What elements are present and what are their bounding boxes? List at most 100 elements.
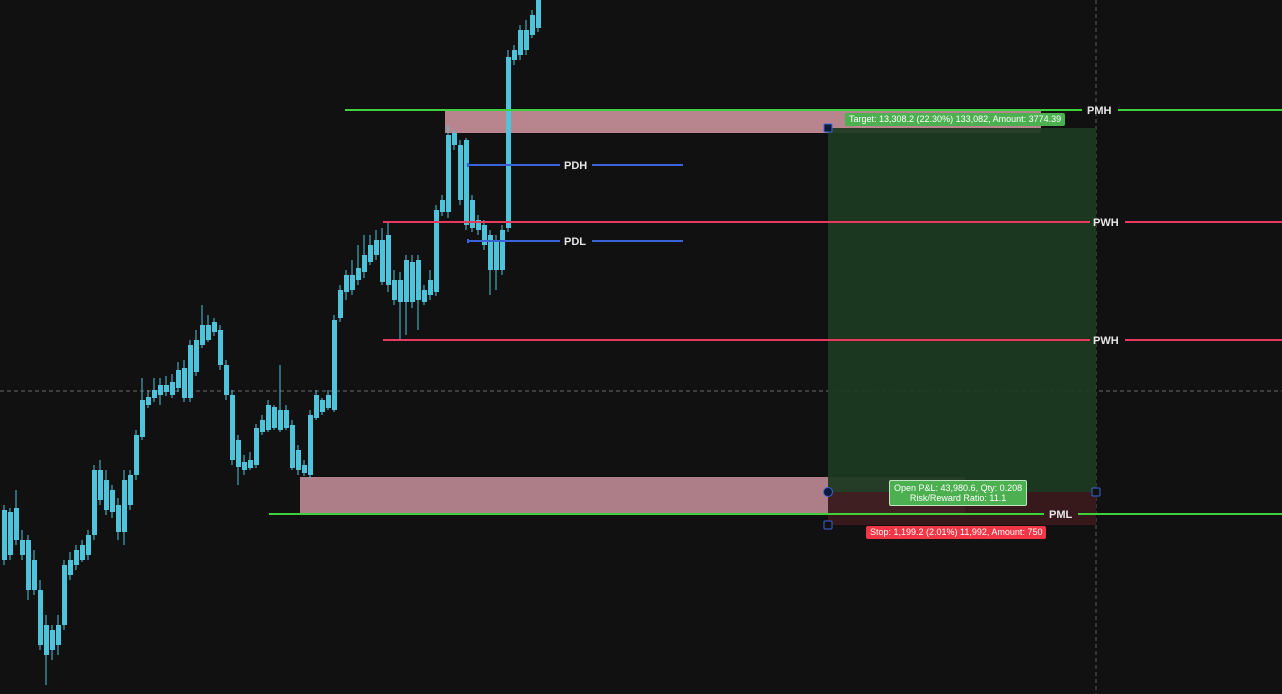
candle-body: [356, 268, 361, 280]
candle-body: [8, 512, 13, 555]
risk-reward-line: Risk/Reward Ratio: 11.1: [909, 493, 1007, 503]
candle-body: [536, 0, 541, 28]
candle-body: [434, 210, 439, 292]
candle-body: [224, 365, 229, 395]
candle-body: [452, 133, 457, 145]
candle-body: [506, 57, 511, 228]
candle-body: [2, 510, 7, 560]
candle-body: [38, 590, 43, 645]
candle-body: [308, 415, 313, 475]
pdh-label: PDH: [564, 160, 587, 172]
pdh-level[interactable]: PDH: [467, 160, 683, 172]
candle-body: [86, 535, 91, 555]
candle-body: [518, 30, 523, 55]
pmh-level[interactable]: PMH: [345, 105, 1282, 117]
candle-body: [188, 345, 193, 398]
pwh-upper-label: PWH: [1093, 217, 1119, 229]
candle-body: [98, 470, 103, 500]
candle-body: [140, 400, 145, 437]
candle-body: [458, 145, 463, 200]
candle-body: [116, 505, 121, 532]
candle-body: [44, 625, 49, 655]
candle-body: [158, 385, 163, 395]
candle-body: [416, 260, 421, 300]
candle-body: [530, 15, 535, 35]
candle-body: [380, 240, 385, 282]
candle-body: [386, 235, 391, 285]
candle-body: [26, 540, 31, 590]
candle-body: [110, 490, 115, 512]
candle-body: [218, 330, 223, 365]
candle-body: [212, 322, 217, 332]
stop-handle[interactable]: [823, 520, 833, 530]
entry-handle[interactable]: [823, 487, 833, 497]
pml-level[interactable]: PML: [269, 509, 1282, 521]
candle-body: [440, 200, 445, 212]
candle-body: [164, 385, 169, 392]
candle-body: [242, 462, 247, 470]
candle-body: [422, 290, 427, 302]
candle-body: [122, 480, 127, 532]
candle-body: [296, 450, 301, 470]
candle-body: [350, 275, 355, 290]
candle-body: [410, 262, 415, 302]
candle-body: [230, 395, 235, 460]
candle-body: [398, 280, 403, 302]
candle-body: [146, 397, 151, 405]
pdl-level[interactable]: PDL: [467, 236, 683, 248]
candle-body: [464, 140, 469, 225]
width-handle[interactable]: [1091, 487, 1101, 497]
candle-body: [194, 340, 199, 372]
candle-body: [368, 245, 373, 262]
pwh-lower-label: PWH: [1093, 335, 1119, 347]
candle-body: [176, 370, 181, 388]
candle-body: [428, 280, 433, 295]
candle-body: [266, 405, 271, 430]
candle-body: [170, 382, 175, 395]
candle-body: [272, 407, 277, 428]
candle-body: [488, 235, 493, 270]
candle-body: [134, 435, 139, 475]
pnl-line: Open P&L: 43,980.6, Qty: 0.208: [894, 483, 1023, 493]
candle-body: [314, 395, 319, 418]
candle-body: [104, 480, 109, 510]
candle-body: [320, 400, 325, 412]
candle-body: [404, 260, 409, 302]
candle-body: [74, 550, 79, 565]
candle-body: [500, 230, 505, 270]
candle-body: [338, 290, 343, 318]
pwh-upper-level[interactable]: PWH: [383, 217, 1282, 229]
candle-body: [14, 508, 19, 540]
candle-body: [80, 545, 85, 560]
candle-body: [206, 325, 211, 340]
candle-body: [128, 475, 133, 505]
candle-body: [278, 410, 283, 430]
candle-body: [92, 470, 97, 535]
pwh-lower-level[interactable]: PWH: [383, 335, 1282, 347]
pml-label: PML: [1049, 509, 1073, 521]
candle-body: [446, 135, 451, 212]
pdl-label: PDL: [564, 236, 586, 248]
target-label: Target: 13,308.2 (22.30%) 133,082, Amoun…: [845, 113, 1066, 126]
candle-body: [326, 395, 331, 408]
candle-body: [260, 420, 265, 432]
pmh-label: PMH: [1087, 105, 1112, 117]
candle-body: [362, 255, 367, 272]
candle-body: [254, 428, 259, 465]
candle-body: [470, 200, 475, 228]
candle-body: [182, 368, 187, 398]
candle-body: [152, 390, 157, 398]
profit-zone[interactable]: [828, 128, 1096, 492]
candle-body: [374, 240, 379, 255]
candle-body: [56, 625, 61, 645]
candle-body: [524, 30, 529, 50]
candle-body: [344, 275, 349, 292]
candle-body: [236, 440, 241, 467]
target-handle[interactable]: [823, 123, 833, 133]
candle-body: [392, 280, 397, 300]
candle-body: [302, 465, 307, 473]
candle-body: [32, 560, 37, 590]
candle-body: [290, 425, 295, 468]
candle-body: [68, 560, 73, 575]
